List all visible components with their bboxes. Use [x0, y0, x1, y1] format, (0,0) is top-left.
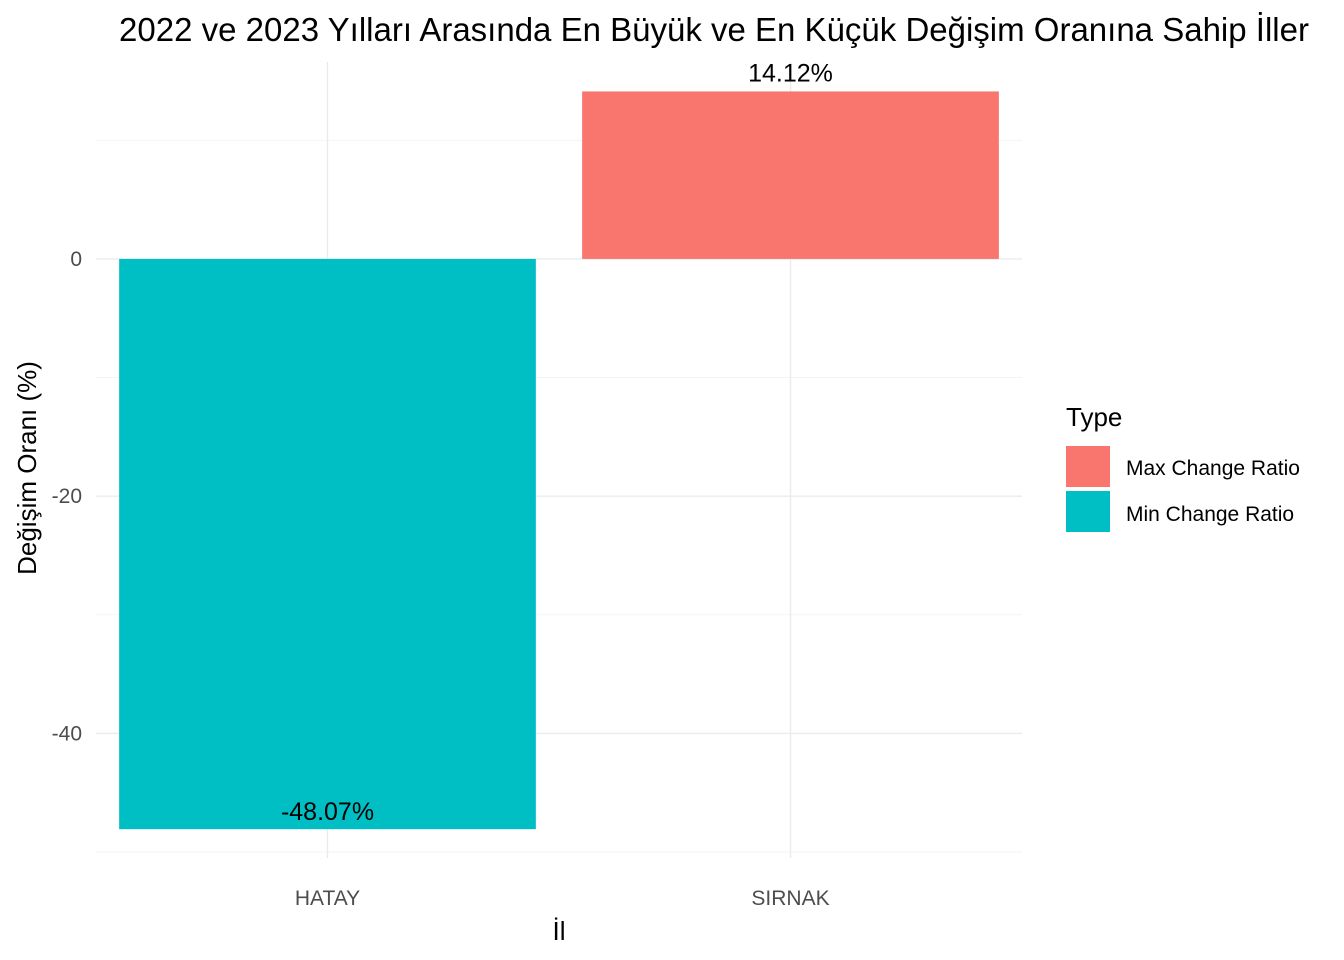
- x-tick-label-hatay: HATAY: [295, 887, 360, 910]
- legend-label-min-change-ratio: Min Change Ratio: [1126, 503, 1294, 526]
- bar-sirnak: [582, 91, 999, 259]
- data-labels: -48.07% 14.12%: [281, 59, 833, 826]
- y-tick-label: -20: [52, 485, 82, 508]
- x-axis-ticks: HATAY SIRNAK: [295, 887, 830, 910]
- x-axis-title: İl: [553, 916, 566, 946]
- legend-label-max-change-ratio: Max Change Ratio: [1126, 457, 1300, 480]
- legend-swatch-max-change-ratio: [1066, 446, 1110, 487]
- y-axis-title: Değişim Oranı (%): [12, 361, 42, 575]
- legend: Type Max Change Ratio Min Change Ratio: [1066, 402, 1300, 532]
- legend-swatch-min-change-ratio: [1066, 491, 1110, 532]
- y-axis-ticks: 0 -20 -40: [52, 248, 82, 746]
- x-tick-label-sirnak: SIRNAK: [751, 887, 829, 910]
- bar-hatay: [119, 258, 536, 830]
- data-label-sirnak: 14.12%: [748, 59, 833, 87]
- chart-title: 2022 ve 2023 Yılları Arasında En Büyük v…: [119, 11, 1309, 48]
- legend-title: Type: [1066, 402, 1122, 432]
- bars: [119, 91, 999, 830]
- data-label-hatay: -48.07%: [281, 798, 374, 826]
- y-tick-label: -40: [52, 722, 82, 745]
- y-tick-label: 0: [70, 248, 82, 271]
